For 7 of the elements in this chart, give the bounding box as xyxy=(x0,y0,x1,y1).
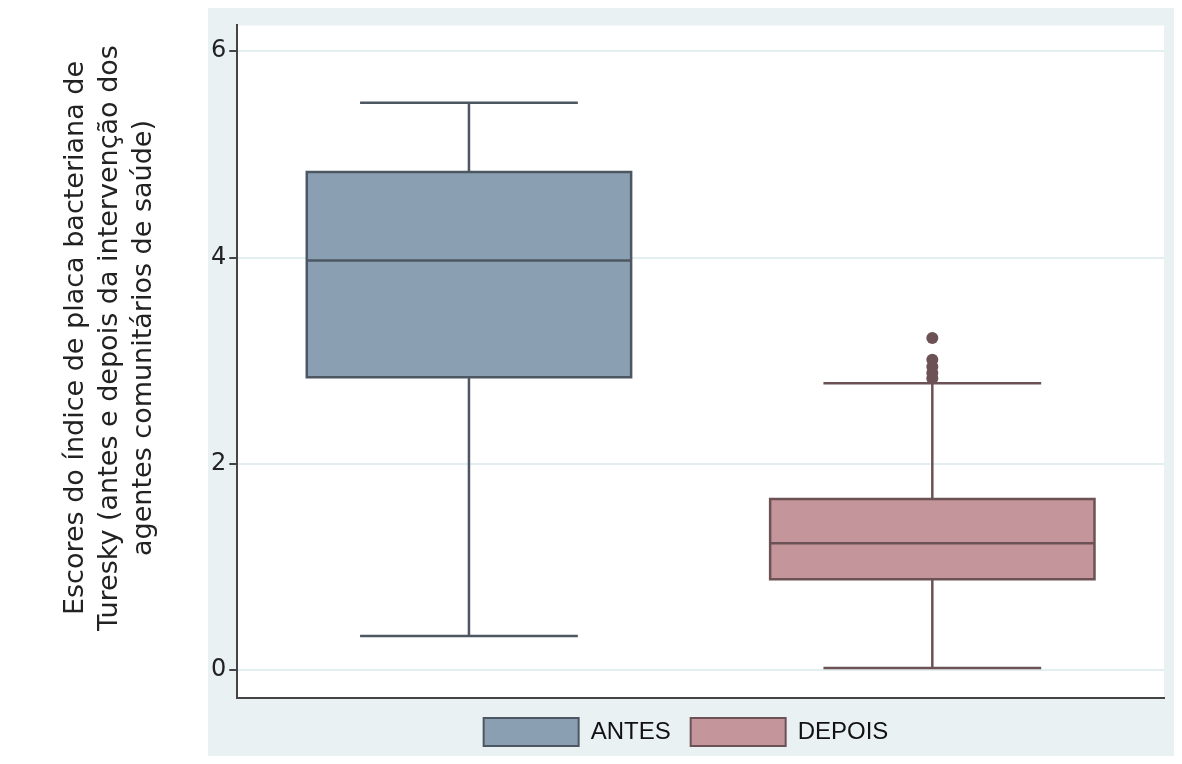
y-tick-label: 0 xyxy=(210,654,227,683)
legend-label: DEPOIS xyxy=(797,716,889,744)
legend-label: ANTES xyxy=(590,716,671,744)
y-tick-label: 6 xyxy=(210,35,227,64)
y-axis-title: Escores do índice de placa bacteriana de Turesky (antes e depois da intervenção dos agentes comunitários de saúde) xyxy=(57,44,158,633)
y-tick-label: 4 xyxy=(210,241,227,270)
y-tick-label: 2 xyxy=(210,448,227,477)
